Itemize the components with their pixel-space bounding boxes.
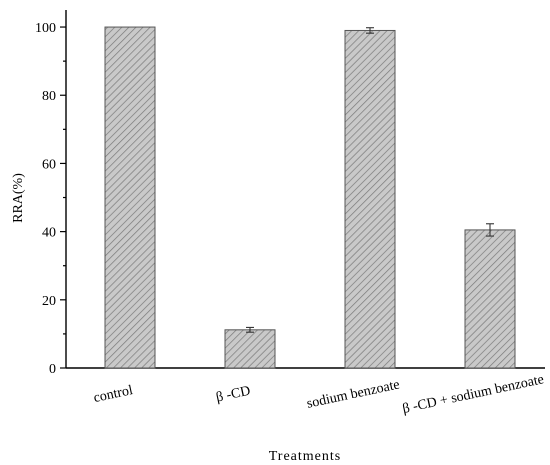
x-category-label-1: β -CD bbox=[215, 384, 252, 406]
x-axis-title: Treatments bbox=[269, 449, 341, 464]
y-tick-label-20: 20 bbox=[42, 294, 56, 309]
x-category-label-2: sodium benzoate bbox=[306, 377, 402, 411]
y-tick-label-80: 80 bbox=[42, 89, 56, 104]
y-tick-label-100: 100 bbox=[35, 21, 56, 36]
y-tick-label-40: 40 bbox=[42, 226, 56, 241]
y-axis-ticks: 0 20 40 60 80 100 bbox=[35, 21, 66, 377]
error-bar-1 bbox=[246, 326, 254, 333]
bar-0 bbox=[104, 26, 156, 369]
bar-2 bbox=[344, 29, 396, 369]
bar-1 bbox=[224, 329, 276, 369]
x-axis-category-labels: control β -CD sodium benzoate β -CD + sodiu… bbox=[92, 372, 545, 417]
error-bar-2 bbox=[366, 27, 374, 34]
x-category-label-3: β -CD + sodium benzoate bbox=[401, 372, 545, 417]
bar-3 bbox=[464, 229, 516, 369]
y-tick-label-60: 60 bbox=[42, 157, 56, 172]
bars-group bbox=[104, 26, 516, 369]
y-tick-label-0: 0 bbox=[49, 362, 56, 377]
x-category-label-0: control bbox=[92, 383, 134, 406]
y-axis-title: RRA(%) bbox=[11, 173, 26, 223]
error-bar-3 bbox=[486, 223, 494, 237]
